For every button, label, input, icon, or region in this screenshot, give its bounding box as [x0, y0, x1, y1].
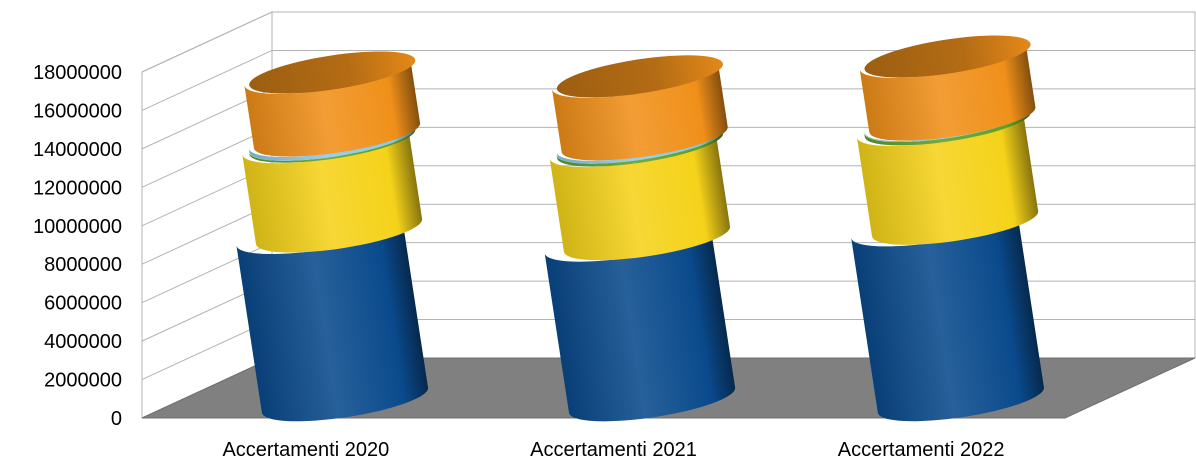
gridline-side	[141, 203, 273, 265]
y-tick-label: 6000000	[44, 293, 122, 315]
bar-segment	[544, 227, 736, 422]
bar-top-cap	[556, 55, 723, 98]
bar-segment	[236, 220, 429, 422]
x-axis: Accertamenti 2020 Accertamenti 2021 Accert…	[222, 439, 1004, 461]
y-tick-label: 0	[111, 408, 122, 430]
bar-top-cap	[864, 35, 1031, 78]
bar-segment	[864, 108, 1031, 146]
y-tick-label: 4000000	[44, 331, 122, 353]
bar-segment	[244, 60, 421, 157]
y-tick-label: 8000000	[44, 254, 122, 276]
bar-segment	[859, 44, 1036, 141]
x-tick-label: Accertamenti 2020	[222, 439, 389, 461]
y-tick-label: 2000000	[44, 370, 122, 392]
bars	[236, 35, 1044, 422]
y-axis: 0 2000000 4000000 6000000 8000000 10000000 120…	[33, 62, 122, 430]
bar-segment	[549, 133, 731, 261]
bar-segment	[242, 129, 423, 253]
bar-segment	[556, 130, 724, 167]
bar-segment	[851, 212, 1044, 422]
gridlines	[141, 11, 1195, 419]
x-tick-label: Accertamenti 2022	[838, 439, 1005, 461]
bar-segment	[552, 64, 728, 161]
y-tick-label: 16000000	[33, 100, 122, 122]
y-tick-label: 12000000	[33, 177, 122, 199]
y-tick-label: 14000000	[33, 139, 122, 161]
y-tick-label: 10000000	[33, 216, 122, 238]
gridline-side	[141, 11, 273, 73]
bar-segment	[556, 127, 724, 164]
y-tick-label: 18000000	[33, 62, 122, 84]
x-tick-label: Accertamenti 2021	[530, 439, 697, 461]
bar-top-cap	[249, 51, 416, 94]
bar-segment	[856, 112, 1039, 245]
gridline-side	[141, 49, 273, 111]
gridline-side	[141, 126, 273, 188]
